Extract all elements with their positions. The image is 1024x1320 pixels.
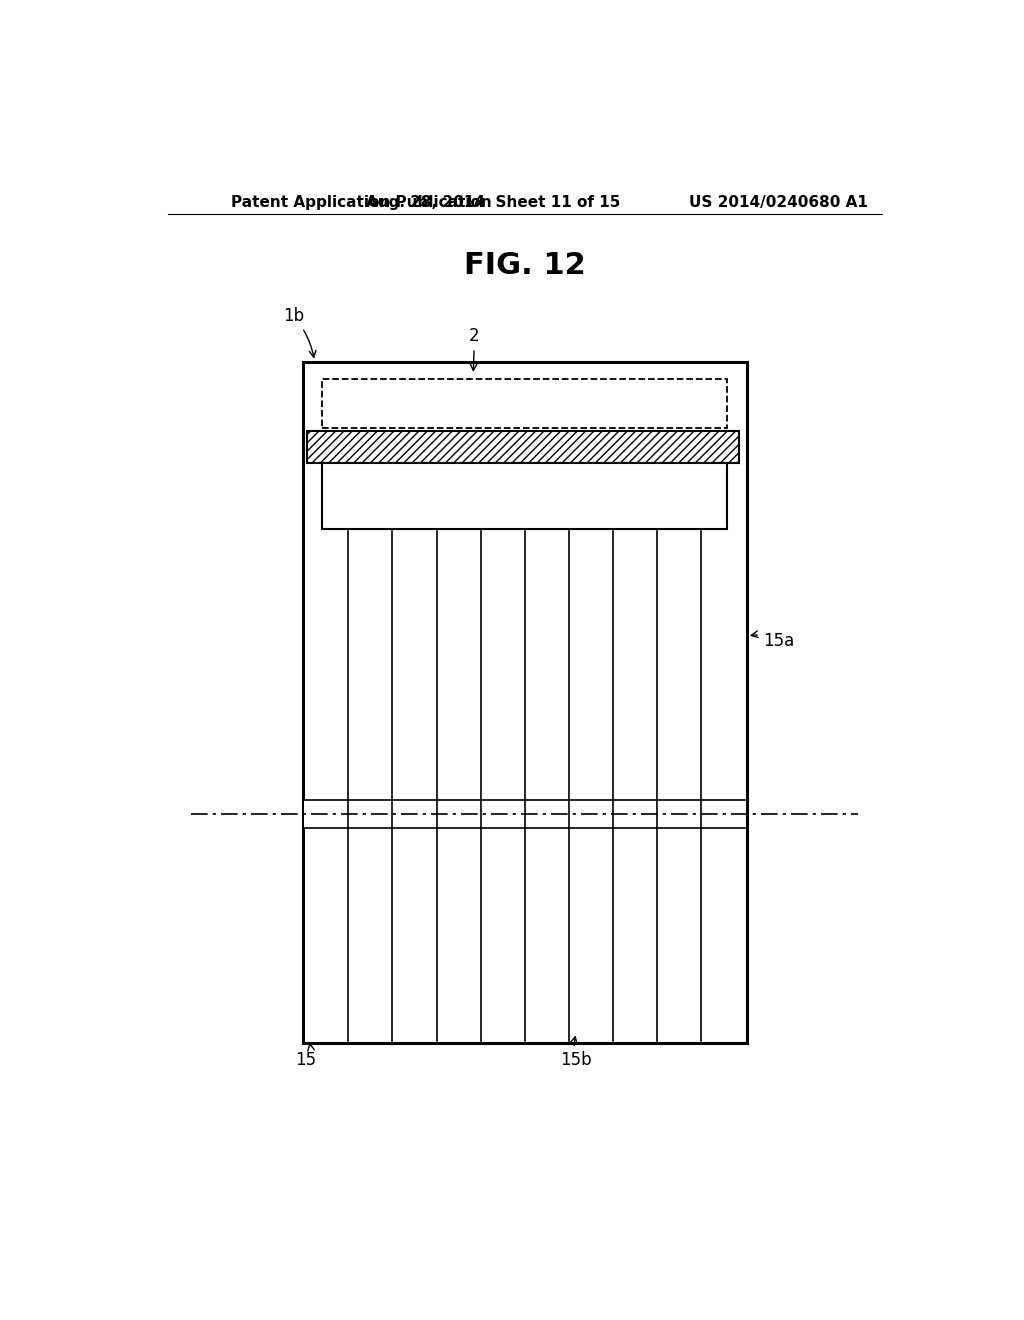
Bar xyxy=(303,362,748,1043)
Bar xyxy=(304,800,745,828)
Bar xyxy=(323,463,727,529)
Text: Aug. 28, 2014  Sheet 11 of 15: Aug. 28, 2014 Sheet 11 of 15 xyxy=(366,194,621,210)
Text: 15: 15 xyxy=(295,1044,315,1069)
Bar xyxy=(323,379,727,428)
Text: US 2014/0240680 A1: US 2014/0240680 A1 xyxy=(689,194,868,210)
Text: 1b: 1b xyxy=(283,308,316,358)
Text: Patent Application Publication: Patent Application Publication xyxy=(231,194,492,210)
Bar xyxy=(306,430,739,463)
Text: 15b: 15b xyxy=(560,1036,592,1069)
Text: FIG. 12: FIG. 12 xyxy=(464,251,586,280)
Text: 2: 2 xyxy=(469,327,480,371)
Text: 15a: 15a xyxy=(752,631,795,651)
